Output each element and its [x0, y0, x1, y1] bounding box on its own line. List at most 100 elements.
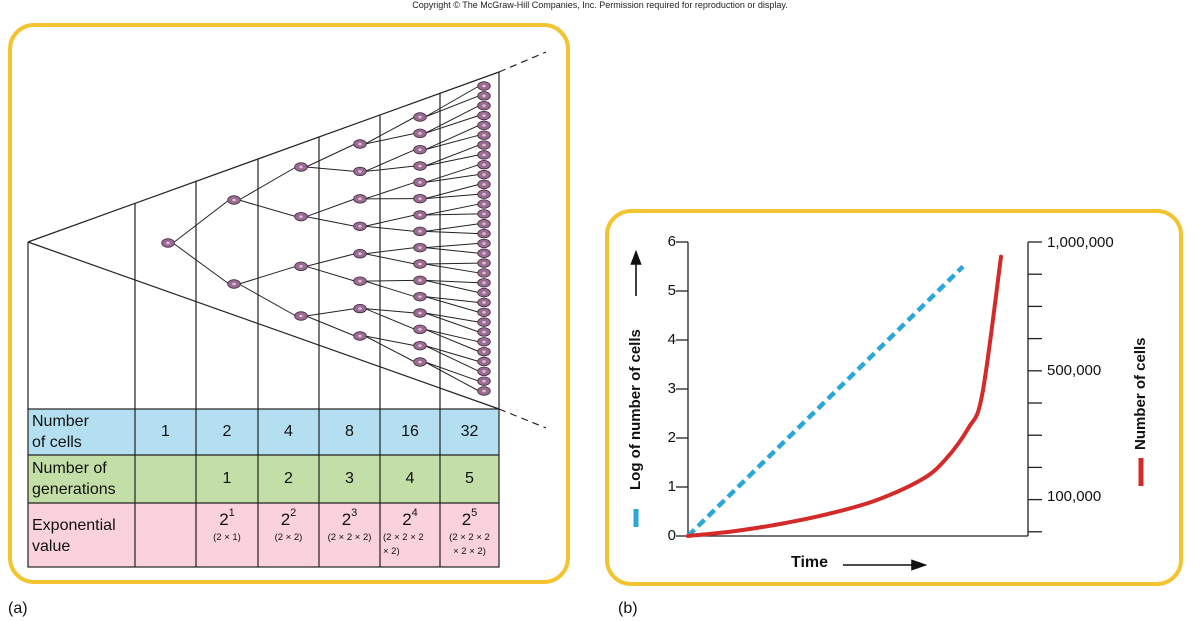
bacterial-cell-icon: [413, 193, 427, 204]
bacterial-cell-icon: [477, 219, 491, 229]
bacterial-cell-icon: [413, 291, 427, 302]
exponential-value: 24: [402, 507, 418, 529]
division-branch: [424, 328, 480, 353]
bacterial-cell-icon: [413, 275, 427, 286]
bacterial-cell-icon: [413, 177, 427, 188]
bacterial-cell-icon: [353, 139, 367, 149]
division-branch: [424, 296, 480, 313]
log-series-line: [686, 264, 965, 538]
bacterial-cell-icon: [413, 357, 427, 367]
bacterial-cell-icon: [477, 91, 491, 101]
bacterial-cell-icon: [477, 228, 491, 239]
division-branch: [364, 181, 416, 200]
division-branch: [424, 312, 480, 333]
row-label-exponential: Exponential value: [32, 517, 116, 555]
division-branch: [424, 134, 480, 151]
left-tick-label: 2: [667, 429, 676, 446]
division-branch: [424, 345, 480, 372]
division-branch: [424, 124, 480, 151]
generation-count: 3: [345, 470, 354, 487]
division-branch: [424, 154, 480, 167]
bacterial-cell-icon: [353, 303, 367, 314]
bacterial-cell-icon: [413, 128, 427, 139]
exponential-value: 25: [461, 507, 478, 529]
row-cells-background: [28, 409, 499, 455]
division-branch: [364, 253, 416, 265]
division-branch: [424, 296, 480, 303]
bacterial-cell-icon: [161, 238, 175, 248]
division-branch: [424, 115, 480, 134]
division-branch: [424, 164, 480, 183]
bacterial-cell-icon: [353, 249, 367, 259]
division-branch: [424, 223, 480, 232]
axis-arrows: [630, 249, 928, 571]
division-branch: [424, 263, 480, 274]
bacterial-cell-icon: [477, 248, 491, 258]
cell-count: 2: [222, 423, 232, 440]
bacterial-cell-icon: [477, 100, 491, 111]
right-axis-title: Number of cells: [1132, 337, 1149, 450]
panel-b-label: (b): [618, 600, 638, 617]
division-branches: [172, 85, 480, 392]
bacterial-cell-icon: [413, 242, 427, 253]
division-branch: [364, 279, 416, 282]
division-branch: [364, 247, 416, 255]
row-exponential-background: [28, 503, 499, 567]
division-branch: [424, 203, 480, 216]
division-branch: [424, 312, 480, 323]
division-branch: [305, 198, 356, 218]
division-branch: [424, 230, 480, 235]
generation-count: 2: [284, 470, 293, 487]
division-branch: [305, 216, 356, 227]
bacterial-cell-icon: [294, 311, 308, 321]
bacterial-cell-icon: [477, 268, 491, 278]
right-arrow-icon: [911, 559, 928, 571]
exponential-expansion: (2 × 2 × 2 × 2 × 2): [449, 532, 490, 557]
generation-count: 4: [405, 470, 415, 487]
panel-b-frame: [605, 209, 1183, 586]
division-branch: [238, 199, 297, 218]
division-branch: [238, 283, 297, 317]
x-axis-title: Time: [791, 554, 829, 571]
division-branch: [364, 149, 416, 172]
bacterial-cell-icon: [477, 160, 491, 170]
division-branch: [364, 308, 416, 330]
up-arrow-icon: [630, 249, 642, 265]
chart-axes: [687, 242, 1029, 537]
bacterial-cell-icon: [413, 112, 427, 122]
generation-count: 1: [222, 470, 232, 487]
bacterial-cell-icon: [294, 261, 308, 272]
right-tick-label: 100,000: [1047, 488, 1102, 505]
division-branch: [424, 361, 480, 382]
division-branch: [305, 143, 356, 168]
bacterial-cell-icon: [353, 331, 367, 341]
bacterial-cell-icon: [477, 297, 491, 308]
division-branch: [305, 315, 356, 337]
bacterial-cell-icon: [477, 278, 491, 288]
bacterial-cell-icon: [294, 211, 308, 222]
bacterial-cell-icon: [477, 189, 491, 199]
bacterial-cell-icon: [477, 238, 491, 249]
growth-funnel: [27, 51, 547, 429]
division-branch: [364, 280, 416, 298]
generation-count: 5: [465, 470, 474, 487]
left-tick-label: 5: [667, 282, 676, 299]
division-branch: [424, 105, 480, 134]
division-branch: [305, 308, 356, 317]
division-branch: [364, 225, 416, 232]
linear-series-line: [686, 254, 1003, 538]
table-grid: [27, 408, 500, 568]
bacterial-cell-icon: [477, 169, 491, 180]
bacterial-cell-icon: [477, 199, 491, 209]
division-branch: [424, 262, 480, 265]
left-tick-label: 3: [667, 380, 676, 397]
division-branch: [364, 165, 416, 172]
bacterial-cell-icon: [477, 356, 491, 367]
bacterial-cell-icon: [477, 150, 491, 160]
division-branch: [305, 166, 356, 172]
division-branch: [364, 335, 416, 363]
row-label-cells: Number of cells: [32, 413, 89, 451]
division-branch: [424, 95, 480, 118]
division-branch: [364, 335, 416, 347]
